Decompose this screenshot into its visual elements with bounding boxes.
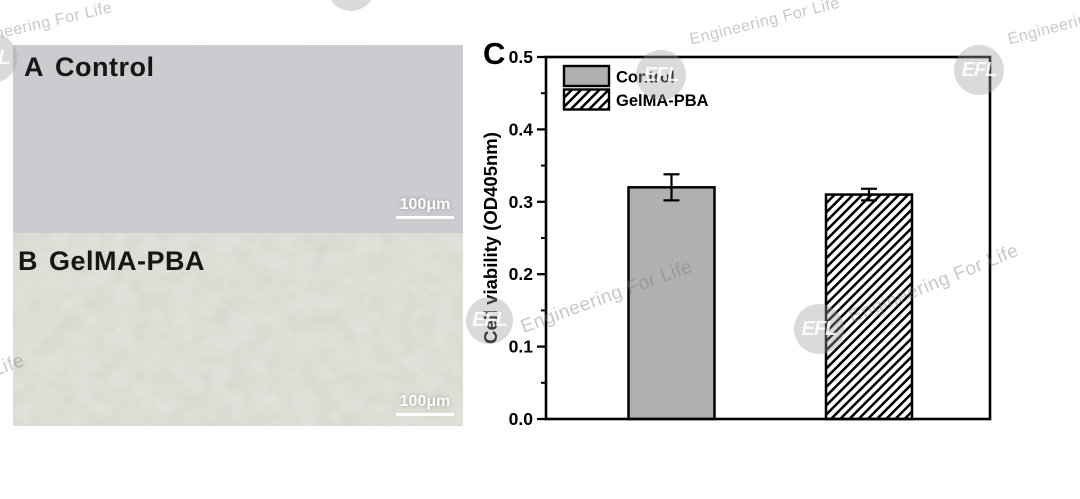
- scale-bar-a-text: 100μm: [399, 196, 451, 214]
- legend-label: Control: [616, 69, 675, 87]
- panel-b-title: GelMA-PBA: [49, 246, 206, 276]
- bar-gelma-pba: [824, 193, 914, 421]
- micrograph-texture-a: [13, 45, 463, 233]
- micrograph-panel-a-control: A Control 100μm: [13, 45, 463, 233]
- scale-bar-a-line: [396, 215, 454, 219]
- viability-bar-chart-svg: 0.0 0.1 0.2 0.3 0.4 0.5 Cell viability (OD405n…: [480, 47, 992, 429]
- panel-a-letter: A: [24, 52, 44, 82]
- panel-b-letter: B: [18, 246, 38, 276]
- panel-a-title: Control: [55, 52, 155, 82]
- scale-bar-b-line: [396, 412, 454, 416]
- efl-logo-icon: EFL: [327, 0, 375, 11]
- y-tick-label: 0.1: [509, 337, 534, 357]
- plot-area: [546, 57, 990, 419]
- micrograph-texture-b: [13, 233, 463, 426]
- scale-bar-b: 100μm: [396, 392, 454, 416]
- y-axis-label: Cell viability (OD405nm): [480, 132, 501, 344]
- error-bar-gelma-pba: [861, 187, 877, 202]
- legend: Control GelMA-PBA: [562, 64, 709, 111]
- y-tick-label: 0.3: [509, 192, 534, 212]
- legend-label: GelMA-PBA: [616, 92, 709, 110]
- panel-b-label: B GelMA-PBA: [18, 246, 205, 277]
- y-axis-ticks: 0.0 0.1 0.2 0.3 0.4 0.5: [509, 47, 546, 429]
- bar-control: [627, 186, 716, 421]
- y-tick-label: 0.4: [509, 119, 534, 139]
- y-tick-label: 0.5: [509, 47, 534, 67]
- y-tick-label: 0.0: [509, 409, 534, 429]
- scale-bar-b-text: 100μm: [399, 393, 451, 411]
- error-bar-control: [663, 173, 680, 202]
- panel-c-letter: C: [483, 36, 506, 71]
- watermark-text: Engineering For Life: [0, 0, 114, 51]
- viability-bar-chart: 0.0 0.1 0.2 0.3 0.4 0.5 Cell viability (OD405n…: [480, 30, 1080, 475]
- y-tick-label: 0.2: [509, 264, 534, 284]
- panel-a-label: A Control: [24, 52, 154, 83]
- legend-swatch-hatched: [562, 88, 611, 111]
- legend-swatch-solid: [562, 64, 611, 88]
- micrograph-panel-b-gelma-pba: B GelMA-PBA 100μm: [13, 233, 463, 426]
- scale-bar-a: 100μm: [396, 195, 454, 219]
